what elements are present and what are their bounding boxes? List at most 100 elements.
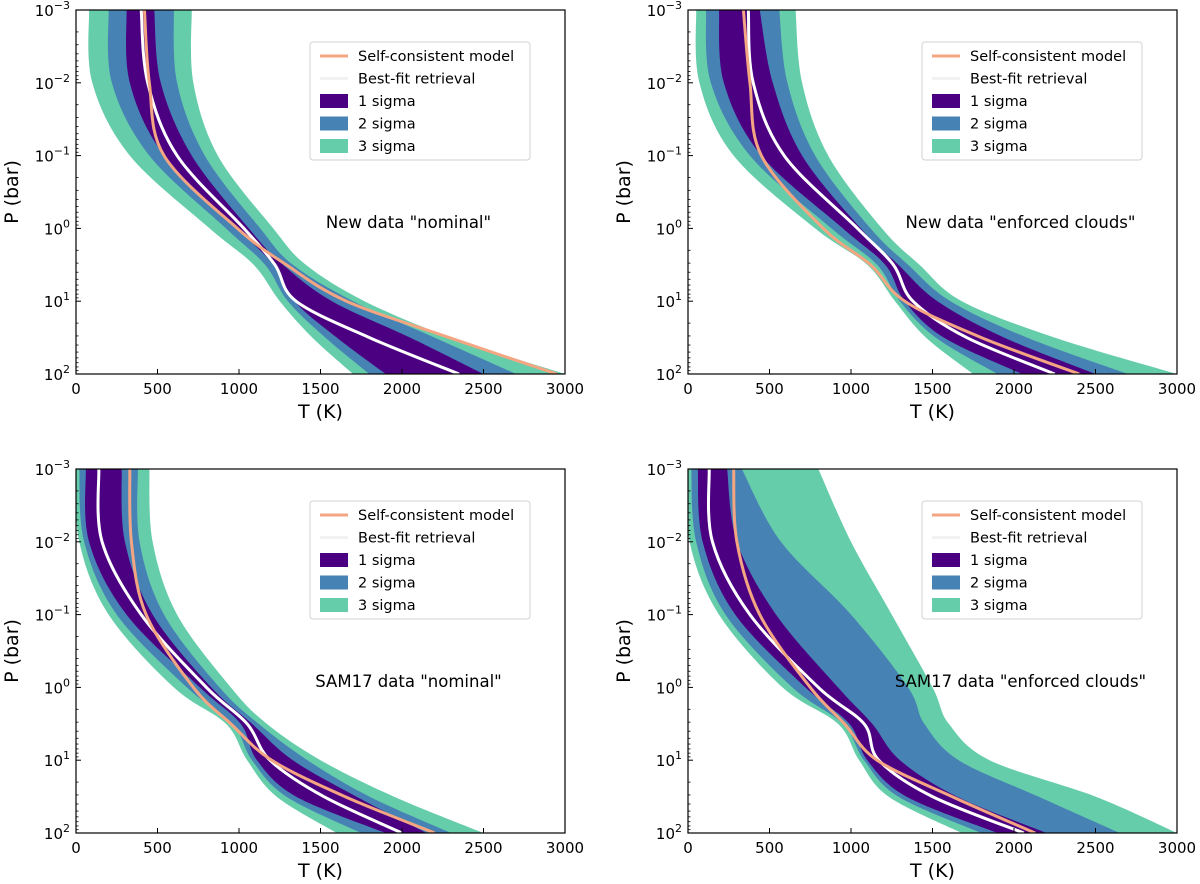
y-tick-exponent: 1 xyxy=(63,290,70,303)
legend-swatch-band xyxy=(320,598,348,612)
legend-swatch-band xyxy=(932,553,960,567)
y-tick-label: 10−1 xyxy=(35,604,70,625)
y-axis-label: P (bar) xyxy=(1,619,23,683)
y-tick-base: 10 xyxy=(35,461,54,479)
y-tick-exponent: 0 xyxy=(63,676,70,689)
line-self-consistent-model xyxy=(741,10,1080,374)
x-tick-label: 1000 xyxy=(220,839,258,857)
y-tick-label: 10−1 xyxy=(647,604,682,625)
legend-box xyxy=(921,41,1143,161)
y-tick-exponent: −1 xyxy=(54,604,70,617)
plot-area xyxy=(76,469,484,833)
plot-area xyxy=(695,10,1177,374)
legend-label: 1 sigma xyxy=(358,553,416,569)
y-tick-label: 102 xyxy=(656,363,682,384)
x-tick-label: 2500 xyxy=(1076,380,1114,398)
line-self-consistent-model xyxy=(732,469,1036,833)
x-tick-label: 0 xyxy=(71,380,81,398)
x-tick-label: 500 xyxy=(143,839,172,857)
y-tick-base: 10 xyxy=(656,366,675,384)
panel-title: New data "nominal" xyxy=(326,213,491,232)
legend: Self-consistent model Best-fit retrieval 1… xyxy=(309,500,531,620)
line-self-consistent-model xyxy=(142,10,558,374)
y-tick-label: 10−1 xyxy=(35,145,70,166)
x-tick-label: 2500 xyxy=(1076,839,1114,857)
y-tick-label: 10−3 xyxy=(647,458,682,479)
legend: Self-consistent model Best-fit retrieval 1… xyxy=(921,500,1143,620)
y-tick-base: 10 xyxy=(656,293,675,311)
y-tick-exponent: −1 xyxy=(54,145,70,158)
legend-label: Best-fit retrieval xyxy=(970,531,1087,547)
line-best-fit-retrieval xyxy=(746,10,1056,374)
y-tick-label: 100 xyxy=(44,676,70,697)
plot-area xyxy=(688,469,1177,833)
x-tick-label: 500 xyxy=(755,839,784,857)
y-tick-exponent: −1 xyxy=(666,604,682,617)
y-tick-exponent: −2 xyxy=(54,72,70,85)
x-tick-label: 1500 xyxy=(913,380,951,398)
x-tick-label: 0 xyxy=(683,839,693,857)
y-tick-base: 10 xyxy=(44,825,63,843)
legend: Self-consistent model Best-fit retrieval 1… xyxy=(309,41,531,161)
y-tick-exponent: 2 xyxy=(675,363,682,376)
line-best-fit-retrieval xyxy=(706,469,1025,833)
y-tick-base: 10 xyxy=(647,461,666,479)
y-tick-base: 10 xyxy=(44,752,63,770)
y-tick-base: 10 xyxy=(647,607,666,625)
legend-label: 1 sigma xyxy=(358,94,416,110)
band-1-sigma xyxy=(126,10,484,374)
x-tick-label: 1000 xyxy=(220,380,258,398)
y-axis-label: P (bar) xyxy=(613,619,635,683)
y-tick-base: 10 xyxy=(44,679,63,697)
x-tick-label: 2000 xyxy=(995,839,1033,857)
line-self-consistent-model xyxy=(128,469,436,833)
y-tick-label: 10−3 xyxy=(35,458,70,479)
x-tick-label: 2500 xyxy=(464,839,502,857)
x-tick-label: 1500 xyxy=(301,839,339,857)
legend-label: 1 sigma xyxy=(970,94,1028,110)
x-axis-label: T (K) xyxy=(297,860,343,882)
legend-label: 3 sigma xyxy=(970,139,1028,155)
legend-box xyxy=(309,41,531,161)
y-tick-exponent: 0 xyxy=(675,217,682,230)
legend-swatch-band xyxy=(320,575,348,590)
y-tick-base: 10 xyxy=(35,607,54,625)
x-tick-label: 2000 xyxy=(383,380,421,398)
legend-label: Best-fit retrieval xyxy=(358,531,475,547)
y-tick-label: 10−2 xyxy=(35,531,70,552)
legend-label: 1 sigma xyxy=(970,553,1028,569)
band-3-sigma xyxy=(688,469,1177,833)
legend-swatch-band xyxy=(932,598,960,612)
y-tick-label: 10−2 xyxy=(35,72,70,93)
legend-label: 3 sigma xyxy=(358,598,416,614)
legend-swatch-band xyxy=(320,116,348,131)
y-tick-label: 102 xyxy=(44,363,70,384)
y-tick-base: 10 xyxy=(44,293,63,311)
y-tick-exponent: 2 xyxy=(63,822,70,835)
y-tick-label: 100 xyxy=(44,217,70,238)
band-1-sigma xyxy=(85,469,427,833)
y-tick-label: 10−2 xyxy=(647,531,682,552)
legend-box xyxy=(921,500,1143,620)
x-tick-label: 0 xyxy=(683,380,693,398)
x-tick-label: 3000 xyxy=(546,380,584,398)
plot-area xyxy=(88,10,565,374)
panel-title: New data "enforced clouds" xyxy=(906,213,1136,232)
y-tick-exponent: −1 xyxy=(666,145,682,158)
legend-label: 2 sigma xyxy=(970,576,1028,592)
y-tick-base: 10 xyxy=(656,679,675,697)
legend-label: 2 sigma xyxy=(358,117,416,133)
y-tick-exponent: 0 xyxy=(63,217,70,230)
legend-swatch-band xyxy=(932,575,960,590)
legend-swatch-band xyxy=(320,94,348,108)
y-tick-label: 100 xyxy=(656,676,682,697)
y-tick-label: 100 xyxy=(656,217,682,238)
y-tick-base: 10 xyxy=(35,148,54,166)
y-tick-base: 10 xyxy=(656,825,675,843)
legend-label: Self-consistent model xyxy=(358,49,514,65)
legend-swatch-band xyxy=(320,553,348,567)
y-tick-label: 101 xyxy=(656,749,682,770)
y-tick-exponent: 1 xyxy=(675,290,682,303)
